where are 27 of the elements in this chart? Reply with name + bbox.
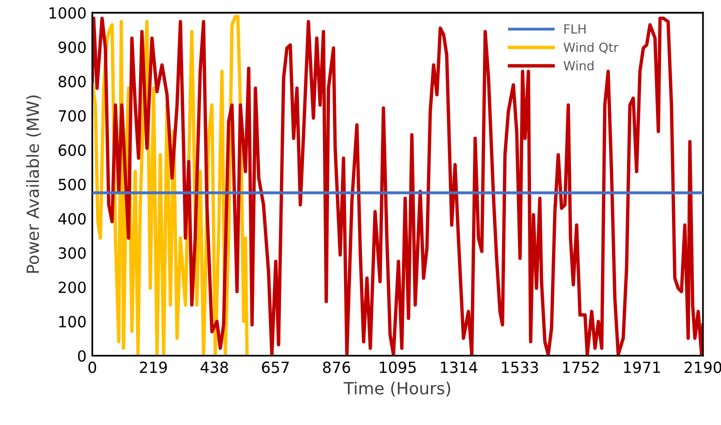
x-tick-label: 219 <box>140 362 167 374</box>
x-tick-label: 1752 <box>563 362 599 374</box>
y-tick-label: 900 <box>58 42 86 54</box>
legend-label: Wind <box>564 60 594 70</box>
y-tick-label: 800 <box>58 76 86 88</box>
legend-label: Wind Qtr <box>564 42 618 54</box>
x-tick-label: 1533 <box>502 362 538 374</box>
y-tick-label: 500 <box>58 178 86 190</box>
y-tick-label: 1000 <box>50 7 86 19</box>
y-tick-label: 200 <box>58 282 86 294</box>
y-tick-label: 300 <box>58 247 86 259</box>
x-tick-label: 2190 <box>684 362 721 374</box>
y-axis-title: Power Available (MW) <box>26 96 42 273</box>
x-tick-label: 438 <box>200 362 228 374</box>
x-tick-label: 1314 <box>440 362 478 374</box>
y-tick-label: 100 <box>59 316 86 328</box>
x-axis-title: Time (Hours) <box>344 382 450 396</box>
x-tick-label: 876 <box>323 362 350 374</box>
y-tick-label: 600 <box>58 144 86 156</box>
x-tick-label: 657 <box>262 362 289 374</box>
x-tick-label: 1095 <box>380 362 416 374</box>
y-tick-label: 400 <box>58 213 86 225</box>
y-tick-label: 0 <box>78 350 86 362</box>
legend-label: FLH <box>564 24 586 34</box>
x-tick-label: 0 <box>88 362 96 374</box>
y-tick-label: 700 <box>58 110 86 122</box>
x-tick-label: 1971 <box>624 362 660 374</box>
